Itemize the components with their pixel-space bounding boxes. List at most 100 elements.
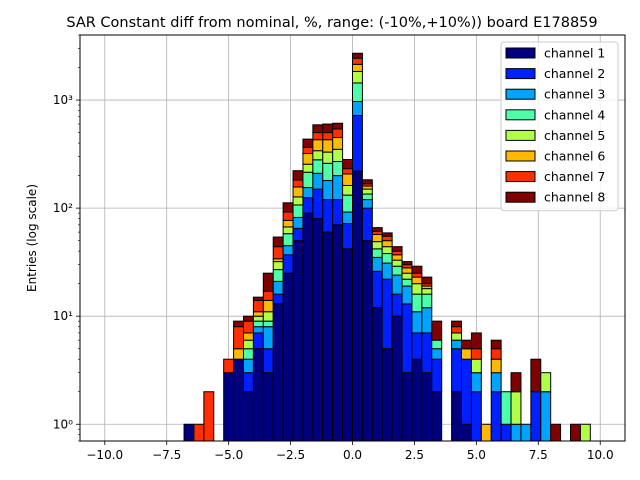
histogram-bar	[262, 320, 274, 328]
y-tick-label: 10³	[53, 93, 73, 107]
histogram-bar	[233, 358, 245, 442]
histogram-bar	[272, 303, 284, 442]
histogram-bar	[361, 240, 373, 442]
histogram-bar	[272, 280, 284, 295]
histogram-bar	[500, 391, 512, 425]
histogram-bar	[322, 132, 334, 141]
histogram-bar	[262, 299, 274, 313]
histogram-bar	[451, 391, 463, 442]
legend-entry: channel 1	[544, 46, 605, 61]
x-tick-label: −5.0	[214, 448, 243, 462]
histogram-bar	[461, 348, 472, 360]
histogram-bar	[421, 293, 433, 309]
histogram-bar	[302, 187, 314, 199]
histogram-bar	[223, 358, 235, 374]
histogram-bar	[252, 320, 264, 328]
histogram-bar	[451, 332, 463, 341]
histogram-bar	[292, 186, 304, 198]
histogram-bar	[490, 372, 502, 393]
histogram-bar	[292, 227, 304, 242]
histogram-bar	[332, 148, 344, 163]
histogram-bar	[243, 320, 254, 334]
histogram-bar	[302, 138, 314, 148]
histogram-bar	[322, 180, 334, 201]
legend-entry: channel 3	[544, 87, 605, 102]
histogram-bar	[401, 272, 413, 280]
histogram-bar	[530, 358, 542, 393]
histogram-bar	[500, 423, 512, 442]
histogram-bar	[312, 124, 324, 134]
x-tick-label: 5.0	[467, 448, 486, 462]
histogram-bar	[421, 276, 433, 285]
histogram-bar	[470, 358, 482, 374]
legend-swatch	[505, 129, 536, 141]
histogram-bar	[520, 423, 532, 442]
histogram-bar	[243, 339, 254, 350]
histogram-bar	[550, 423, 562, 442]
histogram-bar	[292, 196, 304, 206]
legend-entry: channel 2	[544, 66, 605, 81]
plot-area: −10.0 −7.5 −5.0 −2.5 0.0 2.5 5.0 7.5 10.0 10⁰ 10¹ 1…	[53, 34, 626, 462]
histogram-bar	[233, 326, 245, 350]
histogram-bar	[381, 240, 393, 248]
histogram-bar	[302, 171, 314, 189]
histogram-bar	[421, 372, 433, 442]
histogram-bar	[371, 248, 383, 258]
histogram-bar	[431, 348, 443, 360]
histogram-bar	[411, 283, 423, 295]
histogram-bar	[322, 231, 334, 442]
bars	[183, 52, 591, 442]
legend-swatch	[505, 171, 536, 183]
histogram-bar	[332, 137, 344, 150]
histogram-bar	[272, 269, 284, 282]
histogram-bar	[282, 233, 294, 247]
x-tick-label: 2.5	[405, 448, 424, 462]
histogram-bar	[342, 158, 354, 170]
histogram-bar	[411, 272, 423, 278]
legend-entry: channel 5	[544, 128, 605, 143]
histogram-bar	[490, 358, 502, 374]
histogram-bar	[312, 132, 324, 141]
histogram-bar	[332, 199, 344, 226]
histogram-bar	[342, 184, 354, 196]
histogram-bar	[490, 339, 502, 350]
histogram-bar	[391, 254, 403, 261]
histogram-bar	[352, 170, 363, 442]
histogram-bar	[262, 311, 274, 322]
histogram-bar	[243, 315, 254, 322]
histogram-bar	[282, 254, 294, 274]
histogram-bar	[332, 224, 344, 442]
y-tick-label: 10²	[53, 201, 73, 215]
histogram-bar	[322, 123, 334, 134]
histogram-bar	[490, 391, 502, 442]
histogram-bar	[252, 311, 264, 317]
histogram-bar	[530, 391, 542, 442]
histogram-bar	[451, 326, 463, 334]
histogram-bar	[411, 311, 423, 334]
histogram-bar	[342, 173, 354, 186]
histogram-bar	[371, 234, 383, 243]
histogram-bar	[451, 320, 463, 328]
histogram-bar	[352, 52, 363, 59]
histogram-bar	[322, 151, 334, 164]
histogram-bar	[332, 122, 344, 130]
histogram-bar	[282, 226, 294, 235]
histogram-bar	[431, 339, 443, 350]
histogram-bar	[510, 391, 522, 425]
histogram-bar	[252, 299, 264, 313]
histogram-bar	[252, 348, 264, 442]
histogram-bar	[470, 332, 482, 350]
histogram-bar	[431, 391, 443, 442]
histogram-bar	[411, 293, 423, 313]
histogram-bar	[322, 199, 334, 233]
histogram-bar	[302, 197, 314, 214]
histogram-bar	[461, 423, 472, 442]
histogram-bar	[342, 194, 354, 213]
histogram-bar	[540, 372, 552, 393]
histogram-bar	[361, 193, 373, 201]
legend-swatch	[505, 109, 536, 121]
histogram-bar	[570, 423, 581, 442]
y-axis-label: Entries (log scale)	[25, 184, 39, 292]
histogram-bar	[342, 211, 354, 225]
histogram-bar	[451, 339, 463, 350]
